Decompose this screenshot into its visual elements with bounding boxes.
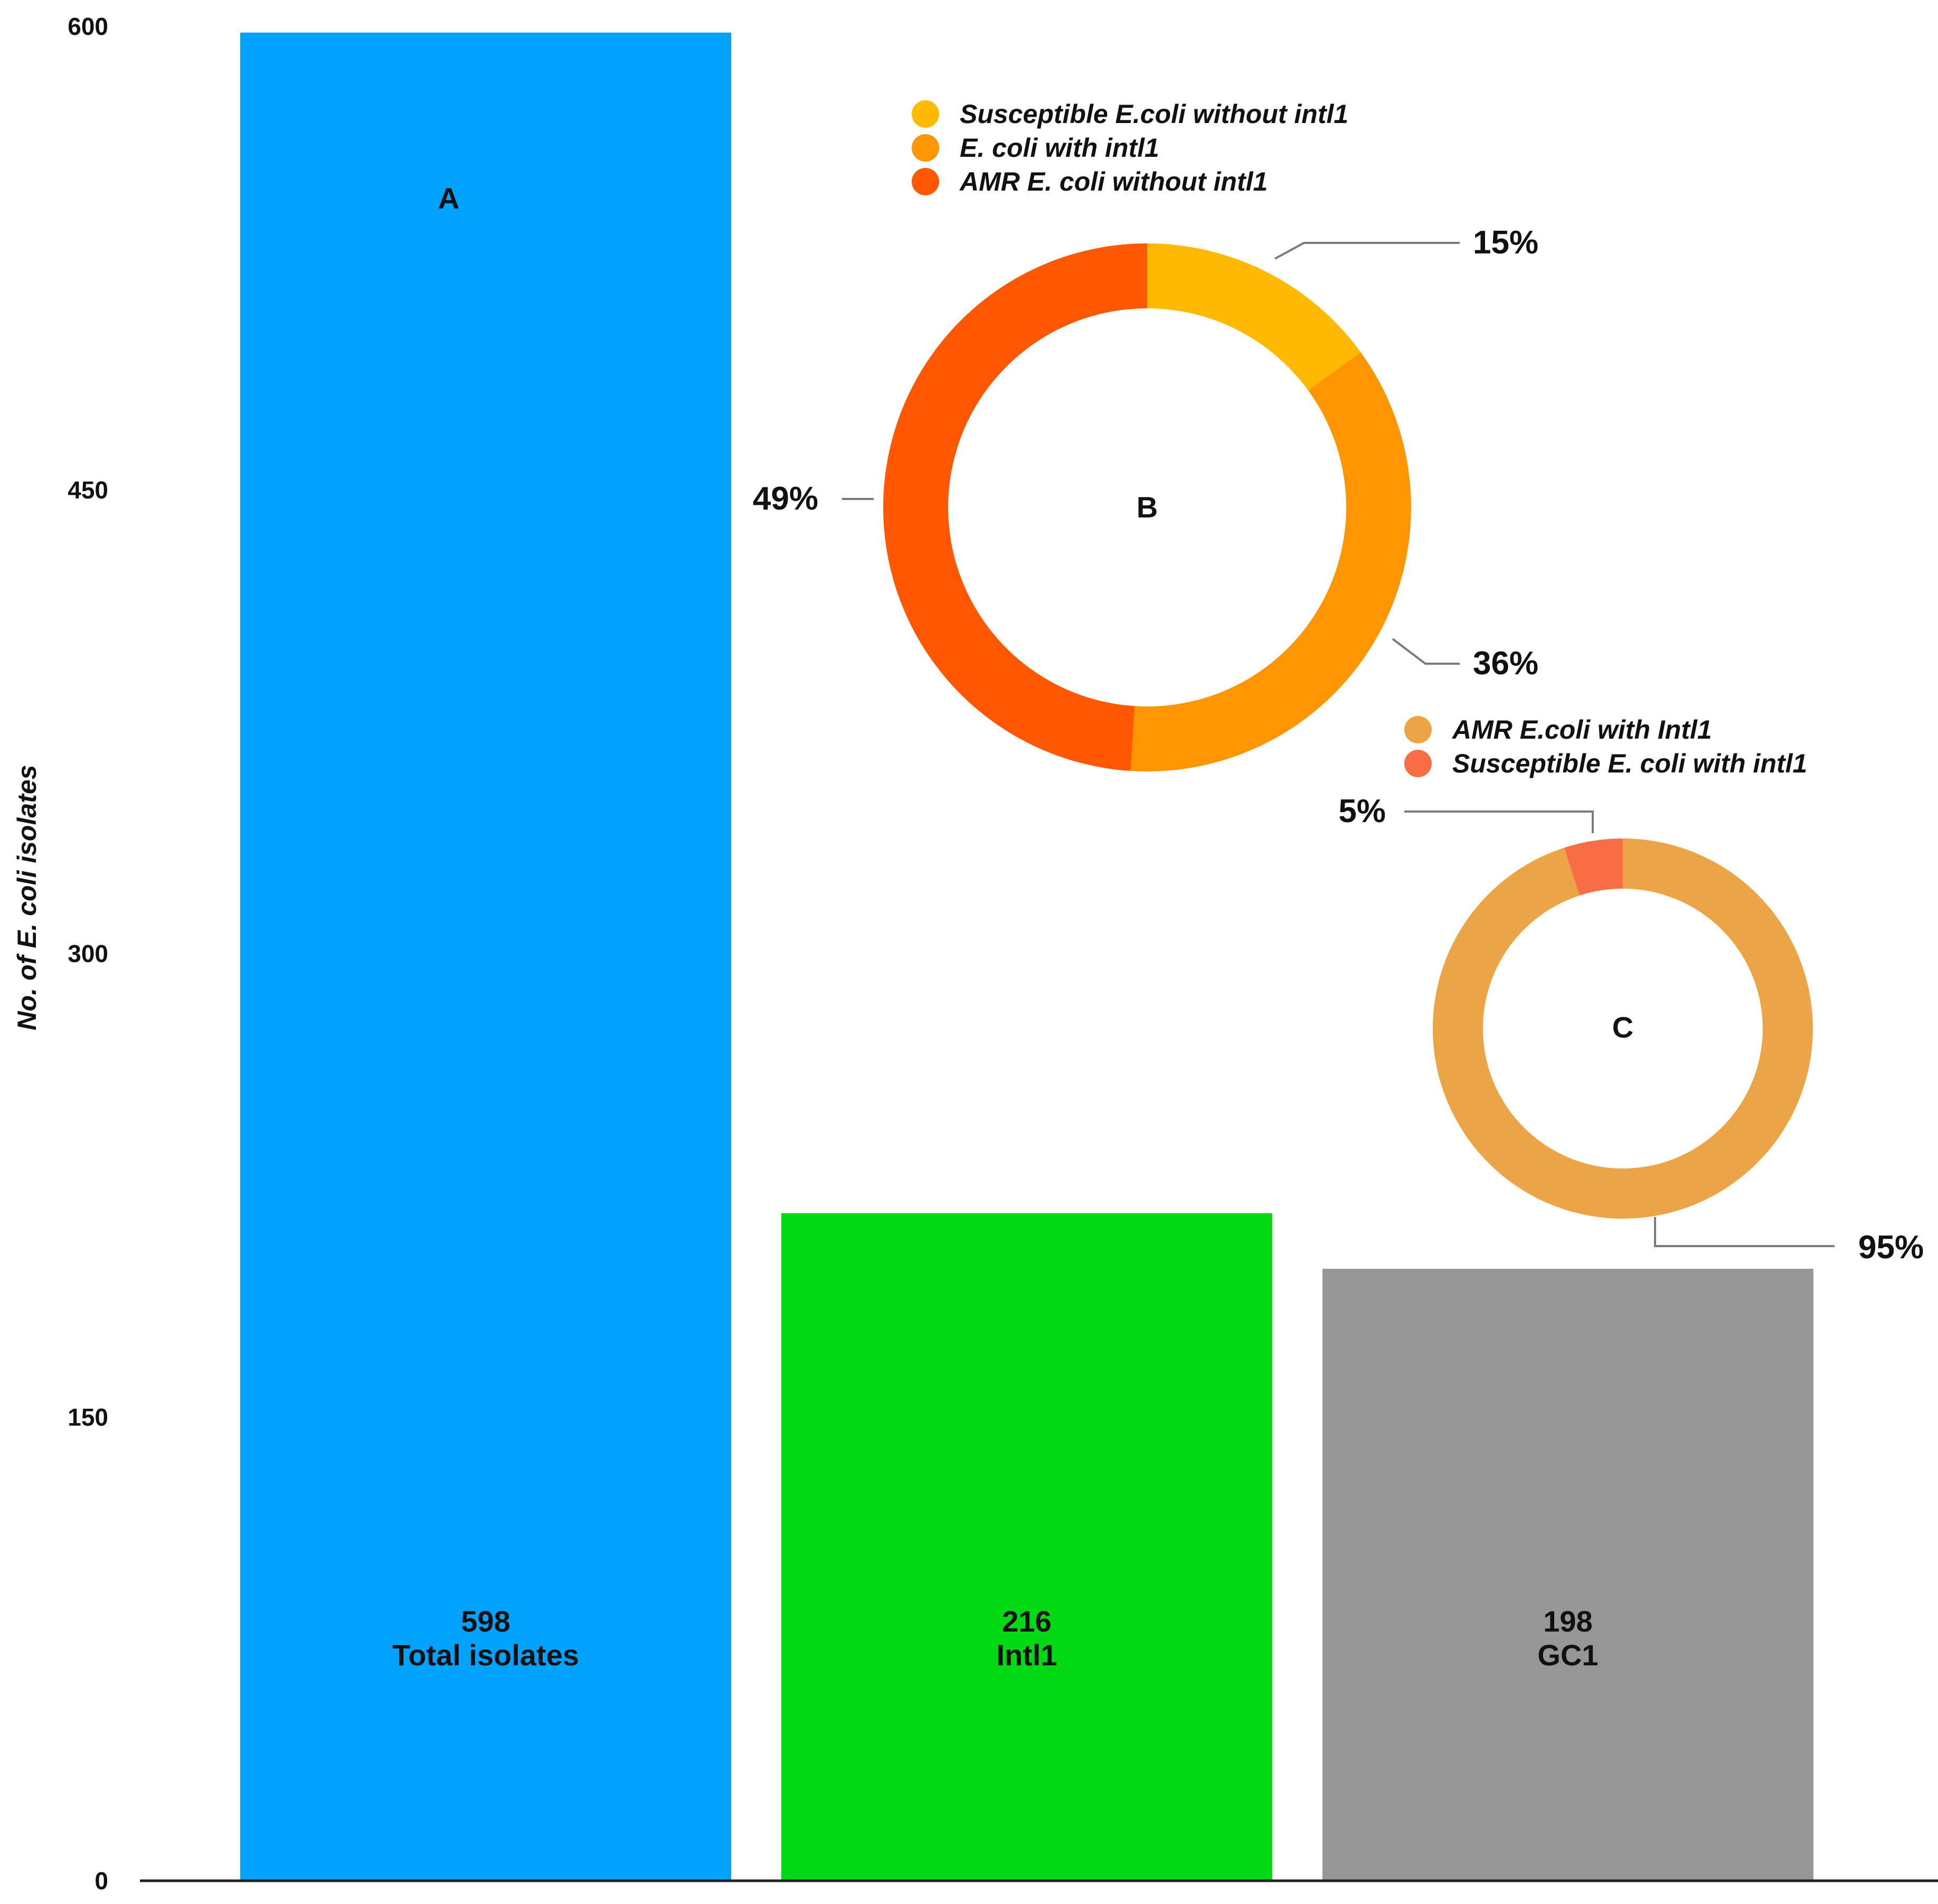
legend-entry: Susceptible E. coli with intl1 [1452, 749, 1807, 778]
slice-percent-label: 15% [1473, 224, 1538, 261]
donut-b-slice [1147, 243, 1361, 391]
legend-entry: E. coli with intl1 [960, 133, 1159, 163]
leader-line [1274, 242, 1460, 260]
slice-percent-label: 95% [1858, 1229, 1924, 1266]
bar-value-label: 598 [461, 1605, 510, 1638]
y-tick-label: 150 [68, 1403, 108, 1431]
bar-category-label: Intl1 [996, 1638, 1057, 1672]
bar-intl1 [781, 1213, 1272, 1881]
donut-c: 95% 5% [1338, 793, 1924, 1266]
donut-b: 15% 36% 49% [753, 224, 1538, 771]
y-axis: 0 150 300 450 600 [68, 13, 108, 1894]
y-tick-label: 300 [68, 940, 108, 967]
legend-c: AMR E.coli with Intl1 Susceptible E. coli… [1404, 715, 1807, 778]
y-tick-label: 450 [68, 476, 108, 504]
legend-b: Susceptible E.coli without intl1 E. coli … [912, 99, 1348, 196]
legend-swatch [1404, 716, 1432, 743]
y-axis-title: No. of E. coli isolates [12, 765, 42, 1031]
panel-label-c: C [1612, 1011, 1633, 1044]
slice-percent-label: 49% [753, 480, 818, 517]
slice-percent-label: 5% [1338, 793, 1386, 830]
bar-value-label: 216 [1002, 1605, 1051, 1638]
y-tick-label: 600 [68, 13, 108, 40]
donut-b-slice [1130, 352, 1411, 771]
leader-line [1654, 1217, 1835, 1247]
bar-gc1 [1322, 1269, 1813, 1881]
legend-swatch [912, 100, 939, 128]
slice-percent-label: 36% [1473, 645, 1538, 682]
legend-entry: AMR E.coli with Intl1 [1451, 715, 1712, 744]
donut-b-slice [883, 243, 1147, 771]
legend-swatch [1404, 750, 1432, 777]
legend-swatch [912, 168, 939, 195]
bar-value-label: 198 [1543, 1605, 1592, 1638]
legend-swatch [912, 134, 939, 162]
bar-category-label: Total isolates [392, 1638, 579, 1672]
bar-total-isolates [240, 32, 731, 1881]
leader-line [1392, 638, 1460, 665]
leader-line [1404, 810, 1594, 833]
bar-category-label: GC1 [1537, 1638, 1598, 1672]
panel-label-b: B [1137, 491, 1158, 524]
donut-c-slice [1564, 838, 1623, 896]
legend-entry: AMR E. coli without intl1 [959, 167, 1268, 196]
panel-label-a: A [438, 182, 459, 215]
y-tick-label: 0 [94, 1867, 108, 1894]
legend-entry: Susceptible E.coli without intl1 [960, 99, 1348, 129]
